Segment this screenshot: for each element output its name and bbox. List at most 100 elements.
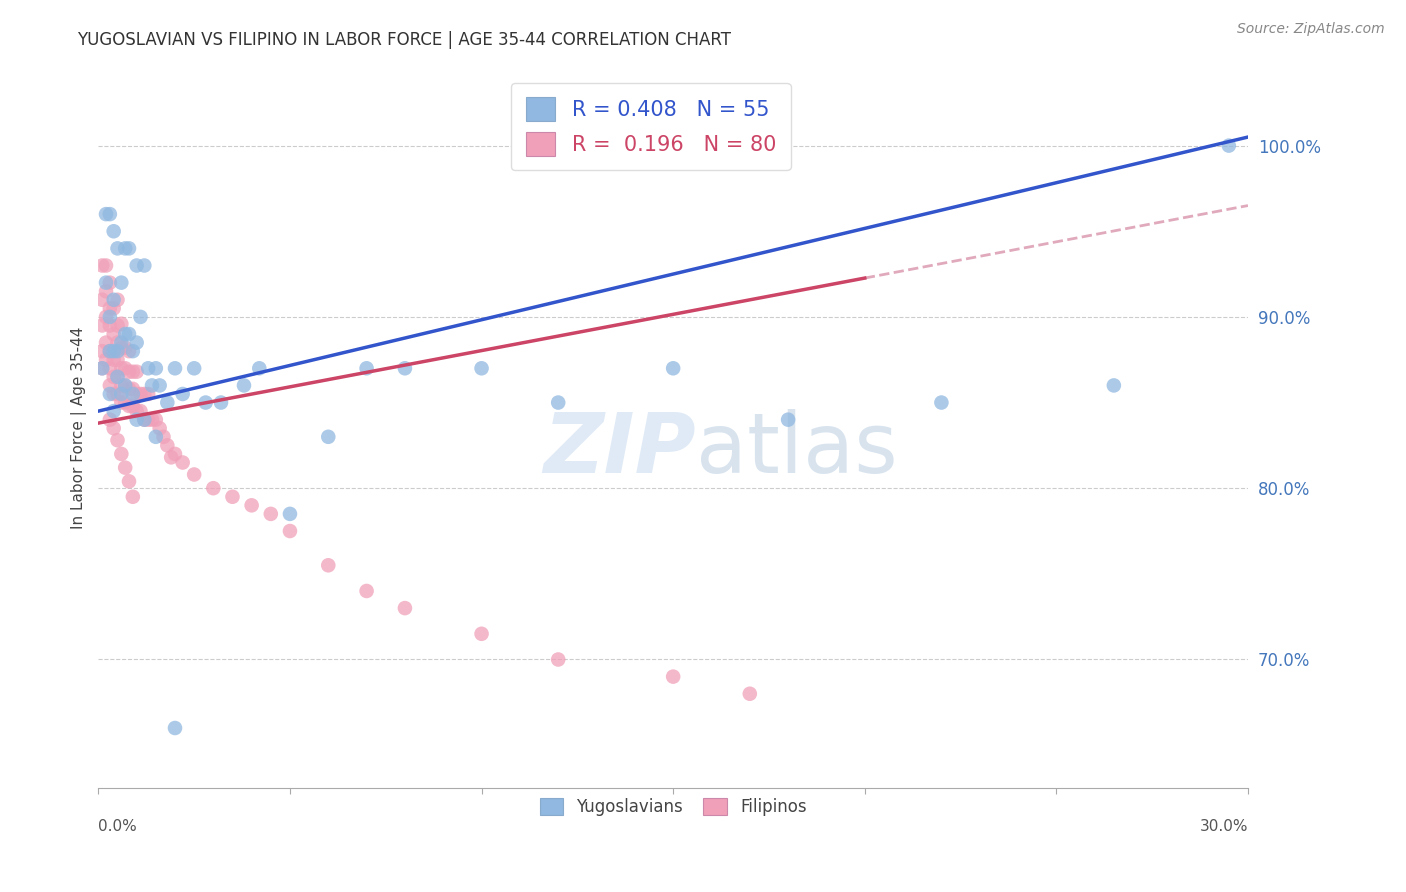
Point (202, 481, 225, 495)
Point (110, 447, 132, 461)
Point (91, 361, 114, 376)
Point (107, 241, 129, 255)
Point (129, 310, 152, 324)
Point (110, 361, 132, 376)
Point (209, 395, 232, 409)
Point (91, 259, 114, 273)
Point (145, 430, 167, 444)
Point (471, 627, 494, 641)
Point (163, 361, 186, 376)
Point (136, 361, 159, 376)
Point (103, 293, 125, 307)
Point (107, 352, 129, 367)
Point (110, 378, 132, 392)
Point (103, 421, 125, 435)
Point (114, 378, 136, 392)
Point (121, 490, 143, 504)
Point (94, 207, 117, 221)
Point (118, 344, 141, 359)
Point (163, 447, 186, 461)
Point (778, 412, 800, 426)
Point (931, 395, 953, 409)
Point (107, 387, 129, 401)
Point (163, 721, 186, 735)
Point (114, 395, 136, 409)
Text: ZIP: ZIP (544, 409, 696, 491)
Point (134, 412, 156, 426)
Point (91, 361, 114, 376)
Point (125, 412, 148, 426)
Point (125, 259, 148, 273)
Point (103, 387, 125, 401)
Point (98, 378, 121, 392)
Text: 0.0%: 0.0% (98, 819, 138, 834)
Point (118, 399, 141, 413)
Point (125, 387, 148, 401)
Point (316, 430, 339, 444)
Point (278, 507, 301, 521)
Point (121, 365, 143, 379)
Point (103, 301, 125, 316)
Point (110, 317, 132, 331)
Point (103, 369, 125, 384)
Point (94, 352, 117, 367)
Point (118, 382, 141, 396)
Point (125, 335, 148, 350)
Point (118, 365, 141, 379)
Point (91, 293, 114, 307)
Point (114, 378, 136, 392)
Point (356, 584, 378, 599)
Point (118, 475, 141, 489)
Point (103, 344, 125, 359)
Point (107, 293, 129, 307)
Point (160, 450, 183, 465)
Point (247, 361, 270, 376)
Point (114, 460, 136, 475)
Point (114, 241, 136, 255)
Point (98, 412, 121, 426)
Point (136, 387, 159, 401)
Point (145, 412, 167, 426)
Point (278, 524, 301, 538)
Point (221, 490, 243, 504)
Point (233, 378, 256, 392)
Point (98, 387, 121, 401)
Point (547, 395, 569, 409)
Legend: Yugoslavians, Filipinos: Yugoslavians, Filipinos (533, 791, 813, 822)
Point (260, 507, 283, 521)
Point (103, 352, 125, 367)
Point (121, 387, 143, 401)
Point (110, 387, 132, 401)
Text: Source: ZipAtlas.com: Source: ZipAtlas.com (1237, 22, 1385, 37)
Point (98, 301, 121, 316)
Point (98, 344, 121, 359)
Point (356, 361, 378, 376)
Point (94, 335, 117, 350)
Point (141, 412, 163, 426)
Point (194, 395, 217, 409)
Text: 30.0%: 30.0% (1199, 819, 1249, 834)
Point (114, 326, 136, 341)
Point (107, 369, 129, 384)
Point (107, 344, 129, 359)
Point (110, 335, 132, 350)
Point (316, 558, 339, 573)
Point (94, 259, 117, 273)
Point (98, 318, 121, 333)
Point (91, 344, 114, 359)
Text: YUGOSLAVIAN VS FILIPINO IN LABOR FORCE | AGE 35-44 CORRELATION CHART: YUGOSLAVIAN VS FILIPINO IN LABOR FORCE |… (77, 31, 731, 49)
Point (110, 276, 132, 290)
Point (547, 652, 569, 666)
Point (98, 361, 121, 376)
Point (240, 499, 263, 513)
Point (156, 395, 179, 409)
Y-axis label: In Labor Force | Age 35-44: In Labor Force | Age 35-44 (72, 327, 87, 530)
Point (94, 276, 117, 290)
Point (125, 365, 148, 379)
Point (471, 361, 494, 376)
Point (662, 670, 685, 684)
Text: atlas: atlas (696, 409, 898, 491)
Point (1218, 138, 1240, 153)
Point (107, 335, 129, 350)
Point (110, 341, 132, 355)
